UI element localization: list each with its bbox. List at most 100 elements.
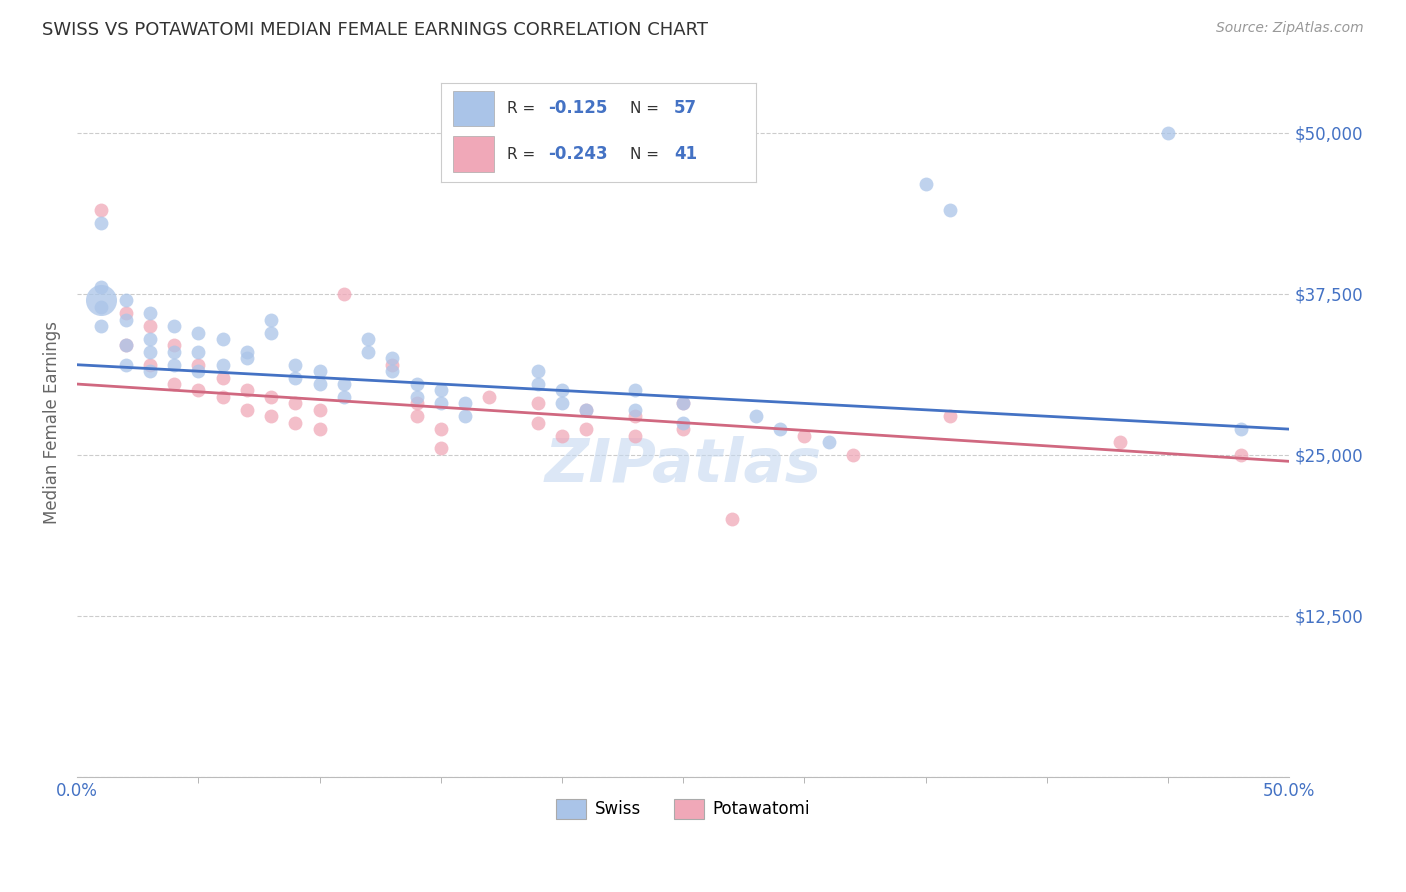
- Point: [405, 396, 427, 410]
- Point: [1157, 126, 1180, 140]
- Point: [623, 409, 645, 424]
- Point: [720, 512, 742, 526]
- Point: [211, 358, 233, 372]
- Point: [114, 306, 136, 320]
- Point: [260, 409, 283, 424]
- Point: [405, 390, 427, 404]
- Point: [114, 338, 136, 352]
- Point: [1108, 435, 1130, 450]
- Point: [114, 293, 136, 308]
- Point: [90, 319, 112, 334]
- Point: [187, 364, 209, 378]
- Point: [381, 364, 404, 378]
- Point: [623, 428, 645, 442]
- Point: [551, 384, 574, 398]
- Point: [284, 358, 307, 372]
- Point: [163, 377, 186, 392]
- Point: [163, 338, 186, 352]
- Point: [187, 326, 209, 340]
- Legend: Swiss, Potawatomi: Swiss, Potawatomi: [550, 793, 817, 825]
- Point: [672, 422, 695, 436]
- Point: [672, 416, 695, 430]
- Point: [939, 409, 962, 424]
- Point: [211, 332, 233, 346]
- Point: [1229, 422, 1251, 436]
- Point: [139, 344, 162, 359]
- Point: [163, 358, 186, 372]
- Point: [623, 384, 645, 398]
- Point: [211, 390, 233, 404]
- Point: [357, 344, 380, 359]
- Point: [842, 448, 865, 462]
- Point: [526, 364, 548, 378]
- Point: [211, 370, 233, 384]
- Point: [139, 319, 162, 334]
- Y-axis label: Median Female Earnings: Median Female Earnings: [44, 321, 60, 524]
- Point: [139, 364, 162, 378]
- Point: [90, 216, 112, 230]
- Point: [114, 312, 136, 326]
- Point: [90, 300, 112, 314]
- Point: [1229, 448, 1251, 462]
- Point: [575, 402, 598, 417]
- Point: [478, 390, 501, 404]
- Point: [672, 396, 695, 410]
- Point: [333, 377, 356, 392]
- Point: [939, 203, 962, 218]
- Point: [139, 358, 162, 372]
- Point: [575, 422, 598, 436]
- Point: [236, 402, 259, 417]
- Point: [793, 428, 815, 442]
- Point: [90, 280, 112, 294]
- Point: [308, 422, 330, 436]
- Point: [381, 358, 404, 372]
- Point: [163, 319, 186, 334]
- Point: [284, 416, 307, 430]
- Point: [236, 344, 259, 359]
- Point: [114, 358, 136, 372]
- Point: [90, 293, 112, 308]
- Point: [357, 332, 380, 346]
- Point: [187, 384, 209, 398]
- Point: [139, 332, 162, 346]
- Point: [672, 396, 695, 410]
- Point: [236, 384, 259, 398]
- Point: [308, 402, 330, 417]
- Point: [187, 344, 209, 359]
- Point: [551, 428, 574, 442]
- Point: [308, 377, 330, 392]
- Point: [914, 178, 936, 192]
- Point: [454, 396, 477, 410]
- Point: [260, 326, 283, 340]
- Point: [526, 377, 548, 392]
- Point: [333, 390, 356, 404]
- Point: [260, 390, 283, 404]
- Point: [284, 370, 307, 384]
- Point: [333, 286, 356, 301]
- Point: [429, 442, 451, 456]
- Point: [381, 351, 404, 366]
- Point: [114, 338, 136, 352]
- Text: SWISS VS POTAWATOMI MEDIAN FEMALE EARNINGS CORRELATION CHART: SWISS VS POTAWATOMI MEDIAN FEMALE EARNIN…: [42, 21, 709, 38]
- Text: ZIPatlas: ZIPatlas: [544, 435, 821, 495]
- Point: [405, 377, 427, 392]
- Point: [187, 358, 209, 372]
- Point: [236, 351, 259, 366]
- Point: [526, 396, 548, 410]
- Point: [163, 344, 186, 359]
- Point: [429, 422, 451, 436]
- Point: [769, 422, 792, 436]
- Point: [284, 396, 307, 410]
- Point: [454, 409, 477, 424]
- Point: [575, 402, 598, 417]
- Point: [308, 364, 330, 378]
- Point: [429, 396, 451, 410]
- Point: [429, 384, 451, 398]
- Point: [526, 416, 548, 430]
- Point: [551, 396, 574, 410]
- Text: Source: ZipAtlas.com: Source: ZipAtlas.com: [1216, 21, 1364, 35]
- Point: [405, 409, 427, 424]
- Point: [90, 203, 112, 218]
- Point: [817, 435, 839, 450]
- Point: [623, 402, 645, 417]
